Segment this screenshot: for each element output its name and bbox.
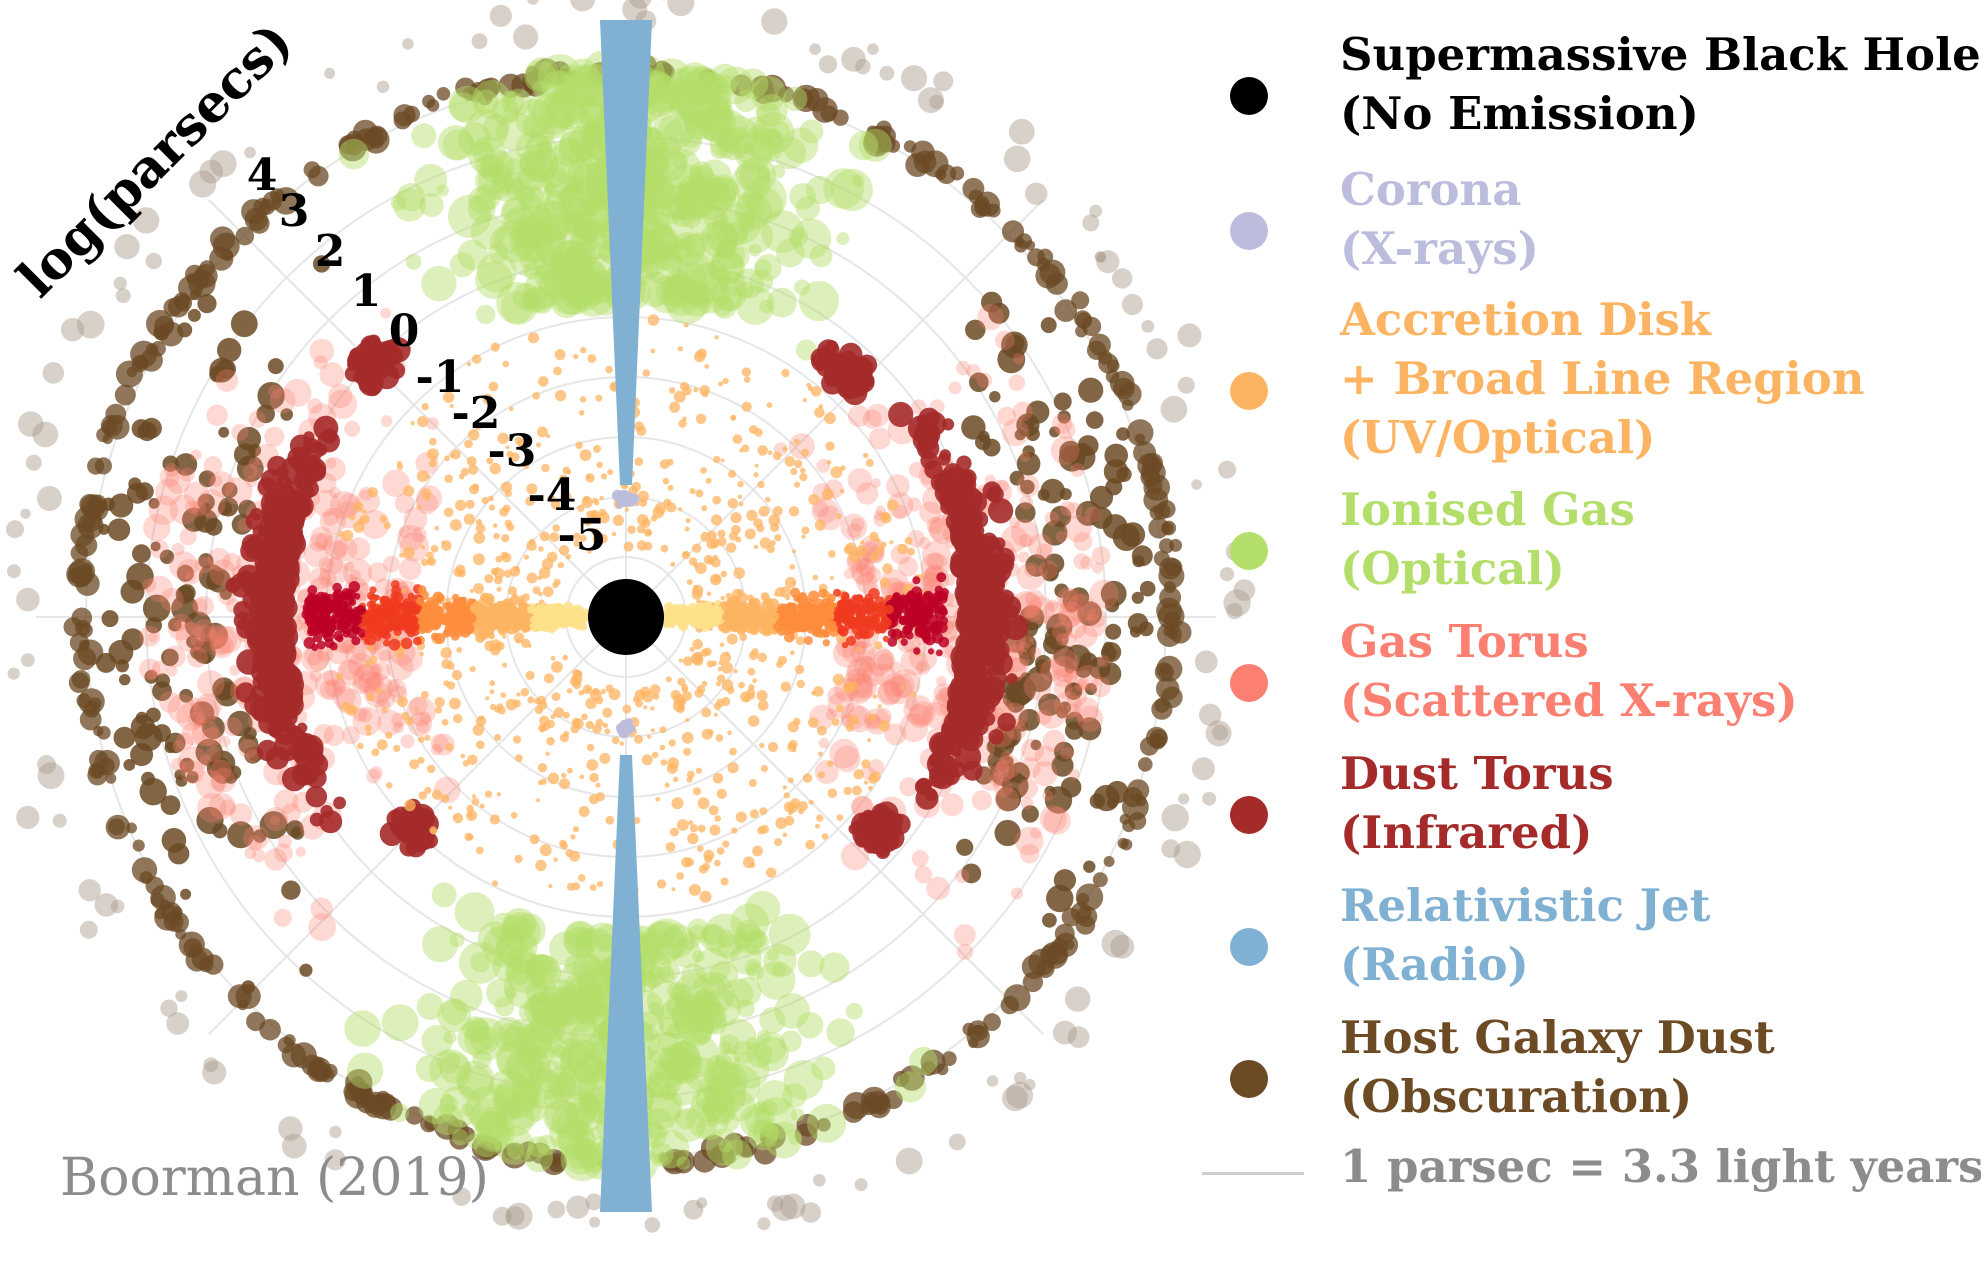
scale-note: 1 parsec = 3.3 light years xyxy=(1340,1140,1981,1193)
legend-label-line: (Scattered X-rays) xyxy=(1340,674,1798,727)
legend-label-line: (UV/Optical) xyxy=(1340,411,1656,464)
radial-tick-label: -2 xyxy=(452,388,501,439)
legend-label-line: (No Emission) xyxy=(1340,87,1699,140)
radial-tick-label: -1 xyxy=(416,352,465,403)
legend-label-line: Accretion Disk xyxy=(1340,293,1711,346)
legend-label-host-galaxy-dust: Host Galaxy Dust (Obscuration) xyxy=(1340,1008,1775,1126)
legend-label-line: Supermassive Black Hole xyxy=(1340,28,1981,81)
legend-label-accretion-disk: Accretion Disk + Broad Line Region (UV/Opt… xyxy=(1340,290,1865,467)
legend-label-line: (X-rays) xyxy=(1340,222,1539,275)
scale-line xyxy=(1202,1172,1304,1175)
host-galaxy-dust-ring xyxy=(6,0,1256,1233)
radial-tick-label: -5 xyxy=(558,510,607,561)
legend-label-dust-torus: Dust Torus (Infrared) xyxy=(1340,744,1614,862)
legend-marker-dust-torus xyxy=(1230,796,1268,834)
legend-label-line: Host Galaxy Dust xyxy=(1340,1011,1775,1064)
legend-label-line: Relativistic Jet xyxy=(1340,879,1711,932)
radial-tick-label: 2 xyxy=(315,226,346,277)
legend-marker-black-hole xyxy=(1230,77,1268,115)
relativistic-jet xyxy=(600,20,652,1212)
credit: Boorman (2019) xyxy=(60,1148,489,1208)
legend-label-black-hole: Supermassive Black Hole (No Emission) xyxy=(1340,25,1981,143)
legend-label-corona: Corona (X-rays) xyxy=(1340,160,1539,278)
legend-label-line: (Optical) xyxy=(1340,542,1565,595)
legend-label-line: + Broad Line Region xyxy=(1340,352,1865,405)
radial-tick-label: 3 xyxy=(279,186,310,237)
corona-points xyxy=(611,489,640,739)
legend-label-line: Gas Torus xyxy=(1340,615,1589,668)
legend-marker-corona xyxy=(1230,212,1268,250)
legend-label-line: (Radio) xyxy=(1340,938,1529,991)
legend-label-line: (Obscuration) xyxy=(1340,1070,1693,1123)
legend-label-line: Corona xyxy=(1340,163,1522,216)
jet-lower xyxy=(600,755,652,1212)
legend-label-line: Dust Torus xyxy=(1340,747,1614,800)
legend-label-line: (Infrared) xyxy=(1340,806,1593,859)
black-hole xyxy=(588,579,664,655)
radial-tick-label: -3 xyxy=(488,426,537,477)
radial-tick-label: 4 xyxy=(247,150,278,201)
legend-label-relativistic-jet: Relativistic Jet (Radio) xyxy=(1340,876,1710,994)
jet-upper xyxy=(600,20,652,485)
radial-tick-label: -4 xyxy=(528,470,577,521)
legend-marker-accretion-disk xyxy=(1230,372,1268,410)
radial-tick-label: 0 xyxy=(389,306,420,357)
dust-torus-cloud xyxy=(225,334,1029,859)
legend-label-gas-torus: Gas Torus (Scattered X-rays) xyxy=(1340,612,1798,730)
legend-label-ionised-gas: Ionised Gas (Optical) xyxy=(1340,480,1635,598)
radial-tick-label: 1 xyxy=(351,266,382,317)
accretion-disk-plane xyxy=(301,572,950,657)
legend-label-line: Ionised Gas xyxy=(1340,483,1635,536)
legend-marker-gas-torus xyxy=(1230,664,1268,702)
legend-marker-ionised-gas xyxy=(1230,532,1268,570)
legend-marker-relativistic-jet xyxy=(1230,928,1268,966)
legend-marker-host-galaxy-dust xyxy=(1230,1060,1268,1098)
